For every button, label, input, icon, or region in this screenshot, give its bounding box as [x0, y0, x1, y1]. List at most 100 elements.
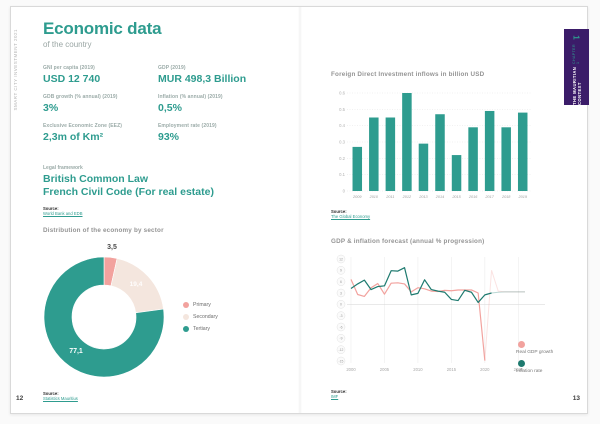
legal-line2: French Civil Code (For real estate) [43, 186, 214, 198]
page-title: Economic data [43, 19, 162, 38]
donut-value-secondary: 19,4 [129, 281, 143, 288]
svg-text:0: 0 [340, 303, 342, 307]
legend-label: Real GDP growth [516, 350, 554, 355]
legend-item-tertiary: Tertiary [183, 326, 218, 332]
donut-value-primary: 3,5 [107, 244, 117, 251]
donut-legend: Primary Secondary Tertiary [183, 302, 218, 338]
source-line: Source: IMF [331, 389, 347, 399]
source-label: Source: [331, 389, 347, 394]
stat-value: 3% [43, 102, 59, 114]
legal-line1: British Common Law [43, 173, 149, 185]
svg-text:2020: 2020 [480, 367, 490, 372]
source-bar: Source: The Global Economy [331, 209, 370, 219]
svg-text:2013: 2013 [418, 195, 428, 199]
left-page-number: 12 [16, 395, 24, 402]
legend-label: Secondary [193, 314, 218, 320]
svg-text:-9: -9 [339, 337, 342, 341]
svg-text:6: 6 [340, 280, 342, 284]
svg-text:2015: 2015 [451, 195, 461, 199]
svg-text:2000: 2000 [346, 367, 356, 372]
svg-text:2016: 2016 [468, 195, 478, 199]
legal-label: Legal framework [43, 165, 83, 171]
report-spread: SMART CITY INVESTMENT 2021 1 THE MAURITI… [10, 6, 589, 414]
svg-text:2017: 2017 [484, 195, 494, 199]
secondary-dot-icon [183, 314, 189, 320]
svg-text:0.5: 0.5 [339, 107, 345, 112]
svg-text:0.6: 0.6 [339, 91, 345, 96]
source-link[interactable]: Statistics Mauritius [43, 396, 78, 401]
svg-text:0.3: 0.3 [339, 140, 345, 145]
legal-framework: Legal framework British Common Law Frenc… [43, 165, 214, 199]
stat-label: GNI per capita (2019) [43, 65, 95, 71]
svg-text:2010: 2010 [369, 195, 379, 199]
tertiary-dot-icon [183, 326, 189, 332]
svg-text:0.4: 0.4 [339, 123, 345, 128]
stat-label: GDB growth (% annual) (2019) [43, 94, 118, 100]
source-donut: Source: Statistics Mauritius [43, 391, 78, 401]
chapter-number: 1 [571, 35, 581, 40]
source-label: Source: [43, 206, 59, 211]
fdi-bar-chart: 0 0.1 0.2 0.3 0.4 0.5 0.6 2009 2010 2011 2012 2013 2… [333, 85, 538, 209]
stat-value: 93% [158, 131, 180, 143]
svg-text:-12: -12 [339, 348, 344, 352]
stat-value: 2,3m of Km² [43, 131, 104, 143]
svg-text:-6: -6 [339, 325, 342, 329]
svg-text:2014: 2014 [435, 195, 444, 199]
economy-donut-chart [42, 255, 166, 379]
source-stats: Source: World Bank and EDB [43, 206, 83, 216]
svg-text:0: 0 [343, 189, 346, 194]
spine-text: SMART CITY INVESTMENT 2021 [13, 29, 18, 111]
stat-value: 0,5% [158, 102, 182, 114]
svg-text:2019: 2019 [518, 195, 528, 199]
svg-text:2015: 2015 [447, 367, 457, 372]
svg-text:9: 9 [340, 269, 342, 273]
stat-value: MUR 498,3 Billion [158, 73, 247, 85]
svg-text:0.2: 0.2 [339, 156, 345, 161]
svg-text:2009: 2009 [352, 195, 362, 199]
donut-value-tertiary: 77,1 [69, 348, 83, 355]
svg-text:-3: -3 [339, 314, 342, 318]
source-link[interactable]: World Bank and EDB [43, 211, 83, 216]
svg-text:-15: -15 [339, 359, 344, 363]
stat-gni: GNI per capita (2019) USD 12 740 [43, 65, 158, 85]
legend-item-primary: Primary [183, 302, 218, 308]
stat-value: USD 12 740 [43, 73, 101, 85]
chapter-tab: 1 THE MAURITIAN CONTEXT CHAPTER 1 [564, 29, 589, 105]
bar-chart-title: Foreign Direct Investment inflows in bil… [331, 71, 485, 78]
page-subtitle: of the country [43, 40, 92, 49]
page-fold [298, 7, 302, 413]
donut-chart-title: Distribution of the economy by sector [43, 227, 164, 234]
chapter-title: THE MAURITIAN CONTEXT [571, 66, 582, 105]
svg-text:2012: 2012 [402, 195, 412, 199]
legend-label: Primary [193, 302, 211, 308]
legend-item-secondary: Secondary [183, 314, 218, 320]
stats-grid: GNI per capita (2019) USD 12 740 GDP (20… [43, 65, 305, 143]
stat-gdp: GDP (2019) MUR 498,3 Billion [158, 65, 305, 85]
stat-employment: Employment rate (2019) 93% [158, 123, 305, 143]
stat-label: Exclusive Economic Zone (EEZ) [43, 123, 123, 129]
stat-gdb-growth: GDB growth (% annual) (2019) 3% [43, 94, 158, 114]
fdi-bar-chart-svg: 0 0.1 0.2 0.3 0.4 0.5 0.6 2009 2010 2011 2012 2013 2… [339, 91, 531, 199]
svg-text:0.1: 0.1 [339, 172, 345, 177]
legend-label: Tertiary [193, 326, 211, 332]
stat-label: GDP (2019) [158, 65, 186, 71]
source-label: Source: [43, 391, 59, 396]
source-link[interactable]: IMF [331, 394, 339, 399]
stat-inflation: Inflation (% annual) (2019) 0,5% [158, 94, 305, 114]
svg-text:2005: 2005 [380, 367, 390, 372]
legend-item-inflation: Inflation rate [516, 360, 553, 374]
svg-text:2018: 2018 [501, 195, 511, 199]
right-page-number: 13 [572, 395, 580, 402]
svg-text:12: 12 [339, 257, 343, 261]
stat-label: Inflation (% annual) (2019) [158, 94, 223, 100]
line-chart-title: GDP & inflation forecast (annual % progr… [331, 238, 485, 245]
stat-label: Employment rate (2019) [158, 123, 217, 129]
gdp-dot-icon [518, 341, 525, 348]
primary-dot-icon [183, 302, 189, 308]
legend-item-gdp: Real GDP growth [516, 341, 553, 355]
source-label: Source: [331, 209, 347, 214]
chapter-label: CHAPTER 1 [571, 44, 580, 64]
source-link[interactable]: The Global Economy [331, 214, 371, 219]
line-chart-legend: Real GDP growth Inflation rate [516, 341, 553, 379]
inflation-dot-icon [518, 360, 525, 367]
